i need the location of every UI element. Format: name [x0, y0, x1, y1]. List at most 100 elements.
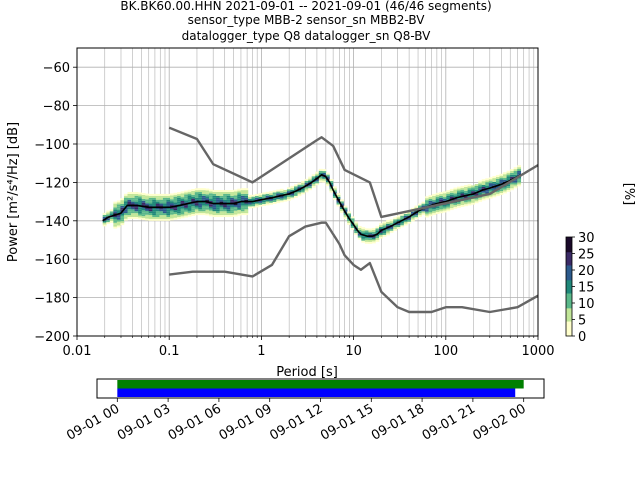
heatmap-cell [322, 178, 327, 181]
heatmap-cell [467, 186, 472, 189]
heatmap-cell [194, 207, 199, 210]
heatmap-cell [212, 193, 217, 196]
heatmap-cell [233, 189, 238, 192]
heatmap-cell [503, 174, 507, 177]
heatmap-cell [311, 176, 316, 179]
heatmap-cell [364, 230, 369, 233]
heatmap-cell [123, 199, 128, 202]
heatmap-cell [325, 174, 330, 177]
heatmap-cell [138, 207, 142, 210]
heatmap-cell [247, 202, 252, 205]
heatmap-cell [311, 174, 316, 177]
heatmap-cell [503, 185, 507, 188]
heatmap-cell [435, 192, 440, 195]
heatmap-cell [510, 186, 514, 189]
x-tick-label: 10 [345, 344, 362, 359]
heatmap-cell [205, 190, 210, 193]
x-axis-ticks: 0.01 0.1 1 10 100 1000 [63, 336, 555, 359]
heatmap-cell [425, 203, 429, 206]
heatmap-cell [127, 193, 132, 196]
heatmap-cell [244, 211, 249, 214]
heatmap-cell [371, 231, 376, 234]
heatmap-cell [148, 207, 153, 210]
heatmap-cell [371, 235, 376, 238]
heatmap-cell [166, 211, 171, 214]
heatmap-cell [322, 169, 327, 172]
heatmap-cell [219, 209, 224, 212]
heatmap-cell [357, 237, 362, 240]
heatmap-cell [255, 193, 259, 196]
heatmap-cell [506, 189, 511, 192]
heatmap-cell [456, 186, 461, 189]
heatmap-cell [400, 213, 405, 216]
heatmap-cell [325, 176, 330, 179]
heatmap-cell [251, 196, 256, 199]
heatmap-cell [354, 229, 359, 232]
heatmap-cell [205, 188, 210, 191]
heatmap-cell [205, 209, 210, 212]
heatmap-cell [478, 197, 483, 200]
heatmap-cell [162, 216, 167, 219]
heatmap-cell [340, 207, 344, 210]
heatmap-cell [127, 195, 132, 198]
heatmap-cell [113, 209, 118, 212]
heatmap-cell [474, 187, 479, 190]
heatmap-cell [446, 197, 451, 200]
heatmap-cell [425, 202, 429, 204]
heatmap-cell [106, 218, 111, 221]
heatmap-cell [403, 213, 408, 216]
heatmap-cell [464, 185, 468, 187]
heatmap-cell [198, 188, 203, 191]
heatmap-cell [371, 229, 376, 232]
heatmap-cell [318, 176, 323, 179]
heatmap-cell [244, 205, 249, 208]
heatmap-cell [279, 192, 284, 195]
heatmap-cell [382, 227, 387, 230]
heatmap-cell [127, 199, 132, 202]
heatmap-cell [510, 174, 514, 177]
heatmap-cell [492, 178, 497, 181]
heatmap-cell [173, 217, 178, 220]
colorbar-segment [566, 311, 572, 314]
heatmap-cell [155, 209, 160, 212]
heatmap-cell [219, 215, 224, 217]
heatmap-cells [102, 165, 522, 244]
heatmap-cell [177, 211, 181, 214]
heatmap-cell [343, 205, 348, 208]
heatmap-cell [162, 211, 167, 214]
heatmap-cell [368, 238, 373, 241]
heatmap-cell [162, 209, 167, 212]
colorbar-segment [566, 271, 572, 274]
heatmap-cell [375, 239, 380, 242]
heatmap-cell [201, 193, 206, 196]
heatmap-cell [361, 233, 366, 235]
heatmap-cell [460, 193, 465, 196]
series-line-reference-high [168, 126, 539, 219]
heatmap-cell [180, 202, 185, 205]
heatmap-cell [460, 191, 465, 194]
heatmap-cell [145, 195, 150, 198]
heatmap-cell [517, 178, 522, 181]
heatmap-cell [145, 203, 150, 206]
heatmap-cell [102, 224, 107, 227]
heatmap-cell [208, 197, 213, 200]
heatmap-cell [478, 192, 483, 195]
heatmap-cell [481, 186, 486, 189]
heatmap-cell [120, 205, 125, 208]
heatmap-cell [467, 190, 472, 192]
heatmap-cell [279, 198, 284, 201]
heatmap-cell [155, 215, 160, 217]
heatmap-cell [290, 193, 295, 196]
heatmap-cell [237, 192, 242, 195]
heatmap-cell [371, 241, 376, 244]
heatmap-cell [198, 195, 203, 198]
heatmap-cell [208, 204, 213, 207]
heatmap-cell [216, 211, 220, 214]
heatmap-cell [145, 216, 150, 219]
heatmap-cell [162, 213, 167, 216]
heatmap-cell [170, 214, 174, 217]
heatmap-cell [513, 184, 518, 187]
heatmap-cell [262, 196, 266, 199]
heatmap-cell [357, 227, 362, 230]
